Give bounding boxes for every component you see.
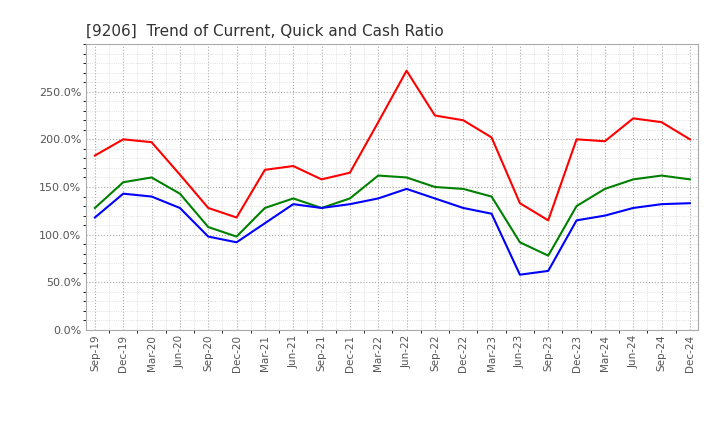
- Current Ratio: [685, 137, 694, 142]
- Current Ratio: [176, 172, 184, 177]
- Quick Ratio: [176, 191, 184, 196]
- Current Ratio: [572, 137, 581, 142]
- Cash Ratio: [685, 201, 694, 206]
- Quick Ratio: [402, 175, 411, 180]
- Quick Ratio: [459, 186, 467, 191]
- Quick Ratio: [289, 196, 297, 201]
- Current Ratio: [91, 153, 99, 158]
- Cash Ratio: [459, 205, 467, 211]
- Quick Ratio: [261, 205, 269, 211]
- Quick Ratio: [318, 205, 326, 211]
- Quick Ratio: [516, 240, 524, 245]
- Cash Ratio: [572, 218, 581, 223]
- Current Ratio: [431, 113, 439, 118]
- Current Ratio: [402, 68, 411, 73]
- Cash Ratio: [516, 272, 524, 277]
- Current Ratio: [374, 120, 382, 125]
- Quick Ratio: [657, 173, 666, 178]
- Cash Ratio: [233, 240, 241, 245]
- Line: Quick Ratio: Quick Ratio: [95, 176, 690, 256]
- Current Ratio: [261, 167, 269, 172]
- Quick Ratio: [629, 177, 637, 182]
- Quick Ratio: [204, 224, 212, 230]
- Cash Ratio: [431, 196, 439, 201]
- Cash Ratio: [657, 202, 666, 207]
- Current Ratio: [346, 170, 354, 175]
- Current Ratio: [487, 135, 496, 140]
- Line: Cash Ratio: Cash Ratio: [95, 189, 690, 275]
- Current Ratio: [289, 163, 297, 169]
- Quick Ratio: [487, 194, 496, 199]
- Quick Ratio: [600, 186, 609, 191]
- Cash Ratio: [402, 186, 411, 191]
- Cash Ratio: [600, 213, 609, 218]
- Quick Ratio: [346, 196, 354, 201]
- Quick Ratio: [431, 184, 439, 190]
- Current Ratio: [600, 139, 609, 144]
- Current Ratio: [544, 218, 552, 223]
- Cash Ratio: [176, 205, 184, 211]
- Quick Ratio: [148, 175, 156, 180]
- Cash Ratio: [346, 202, 354, 207]
- Cash Ratio: [487, 211, 496, 216]
- Cash Ratio: [91, 215, 99, 220]
- Current Ratio: [233, 215, 241, 220]
- Quick Ratio: [91, 205, 99, 211]
- Quick Ratio: [374, 173, 382, 178]
- Quick Ratio: [119, 180, 127, 185]
- Current Ratio: [119, 137, 127, 142]
- Current Ratio: [629, 116, 637, 121]
- Current Ratio: [516, 201, 524, 206]
- Cash Ratio: [318, 205, 326, 211]
- Text: [9206]  Trend of Current, Quick and Cash Ratio: [9206] Trend of Current, Quick and Cash …: [86, 24, 444, 39]
- Quick Ratio: [685, 177, 694, 182]
- Cash Ratio: [261, 220, 269, 226]
- Current Ratio: [459, 117, 467, 123]
- Cash Ratio: [148, 194, 156, 199]
- Cash Ratio: [289, 202, 297, 207]
- Quick Ratio: [572, 203, 581, 209]
- Quick Ratio: [233, 234, 241, 239]
- Quick Ratio: [544, 253, 552, 258]
- Cash Ratio: [544, 268, 552, 274]
- Current Ratio: [204, 205, 212, 211]
- Current Ratio: [148, 139, 156, 145]
- Cash Ratio: [204, 234, 212, 239]
- Line: Current Ratio: Current Ratio: [95, 71, 690, 220]
- Cash Ratio: [629, 205, 637, 211]
- Cash Ratio: [119, 191, 127, 196]
- Current Ratio: [318, 177, 326, 182]
- Current Ratio: [657, 120, 666, 125]
- Cash Ratio: [374, 196, 382, 201]
